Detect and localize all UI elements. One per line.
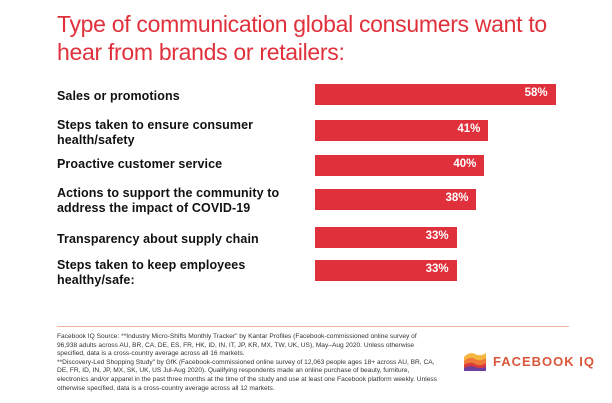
value-label: 41% xyxy=(457,123,481,135)
value-label: 38% xyxy=(445,192,469,204)
facebook-iq-waves-logo-icon xyxy=(464,353,486,371)
value-label: 58% xyxy=(524,87,548,99)
footnote-source-2: **Discovery-Led Shopping Study" by GfK (… xyxy=(57,358,437,392)
bar: 33% xyxy=(315,227,457,248)
category-label: Transparency about supply chain xyxy=(57,232,259,246)
category-label: Sales or promotions xyxy=(57,89,180,103)
footnote: Facebook IQ Source: **Industry Micro-Shi… xyxy=(57,333,437,393)
divider xyxy=(57,326,569,327)
value-label: 33% xyxy=(425,230,449,242)
category-label: Actions to support the community to addr… xyxy=(57,186,280,215)
category-label: Proactive customer service xyxy=(57,157,223,171)
bar: 38% xyxy=(315,189,477,210)
category-label: Steps taken to keep employees healthy/sa… xyxy=(57,258,246,287)
bar: 33% xyxy=(315,260,457,281)
value-label: 40% xyxy=(453,158,477,170)
bar: 41% xyxy=(315,120,489,141)
chart-title: Type of communication global consumers w… xyxy=(57,11,547,65)
footnote-source-1: Facebook IQ Source: **Industry Micro-Shi… xyxy=(57,333,417,358)
logo-text: FACEBOOK IQ xyxy=(493,353,596,369)
facebook-iq-logo: FACEBOOK IQ xyxy=(464,351,595,371)
category-label: Steps taken to ensure consumer health/sa… xyxy=(57,118,254,147)
bar: 58% xyxy=(315,84,556,105)
value-label: 33% xyxy=(425,263,449,275)
bar: 40% xyxy=(315,155,485,176)
